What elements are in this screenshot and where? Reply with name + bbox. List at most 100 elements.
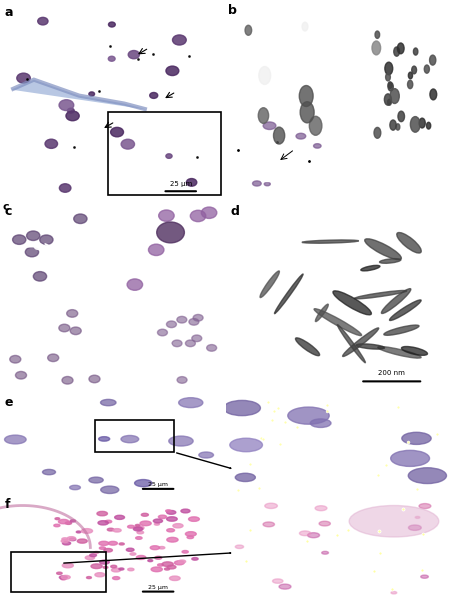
Ellipse shape	[167, 538, 178, 542]
Ellipse shape	[136, 556, 146, 559]
Text: c: c	[4, 205, 12, 218]
Ellipse shape	[190, 210, 206, 221]
Ellipse shape	[391, 451, 430, 466]
Ellipse shape	[415, 517, 420, 518]
Ellipse shape	[13, 235, 26, 244]
Ellipse shape	[296, 133, 306, 139]
Ellipse shape	[390, 300, 421, 320]
Ellipse shape	[274, 274, 303, 314]
Ellipse shape	[179, 398, 203, 407]
Ellipse shape	[140, 521, 151, 526]
Ellipse shape	[390, 89, 399, 103]
Ellipse shape	[375, 31, 380, 38]
Ellipse shape	[390, 120, 396, 130]
Ellipse shape	[121, 139, 135, 149]
Ellipse shape	[349, 505, 439, 537]
Ellipse shape	[17, 73, 30, 83]
Ellipse shape	[101, 486, 119, 494]
Text: f: f	[4, 498, 10, 511]
Ellipse shape	[154, 523, 159, 525]
Ellipse shape	[185, 532, 196, 536]
Text: c: c	[2, 202, 9, 212]
Ellipse shape	[193, 314, 203, 321]
Ellipse shape	[158, 329, 167, 336]
Ellipse shape	[128, 50, 140, 59]
Ellipse shape	[155, 556, 162, 559]
Ellipse shape	[135, 524, 140, 526]
Ellipse shape	[166, 510, 171, 512]
Ellipse shape	[397, 233, 421, 253]
Ellipse shape	[59, 184, 71, 192]
Ellipse shape	[166, 154, 172, 158]
Ellipse shape	[65, 522, 72, 524]
Ellipse shape	[108, 22, 115, 27]
Ellipse shape	[86, 577, 91, 578]
Ellipse shape	[189, 319, 199, 325]
Ellipse shape	[300, 102, 314, 123]
Ellipse shape	[181, 509, 190, 513]
Ellipse shape	[192, 557, 198, 560]
Ellipse shape	[135, 479, 152, 487]
Ellipse shape	[130, 553, 136, 555]
Ellipse shape	[55, 518, 60, 520]
Bar	[108, 112, 221, 195]
Ellipse shape	[89, 92, 94, 96]
Text: 5 μm: 5 μm	[387, 176, 403, 181]
Ellipse shape	[74, 214, 87, 224]
Ellipse shape	[166, 517, 177, 521]
Ellipse shape	[401, 347, 428, 355]
Ellipse shape	[224, 400, 261, 416]
Ellipse shape	[166, 511, 176, 514]
Ellipse shape	[104, 548, 112, 552]
Ellipse shape	[274, 127, 285, 144]
Ellipse shape	[159, 210, 174, 221]
Ellipse shape	[10, 355, 21, 363]
Ellipse shape	[402, 432, 431, 445]
Ellipse shape	[264, 182, 270, 186]
Ellipse shape	[314, 308, 362, 335]
Ellipse shape	[128, 568, 134, 571]
Ellipse shape	[42, 469, 55, 475]
Ellipse shape	[91, 564, 102, 569]
Ellipse shape	[374, 127, 381, 138]
Ellipse shape	[69, 538, 76, 541]
Ellipse shape	[167, 565, 176, 569]
Ellipse shape	[25, 247, 39, 257]
Ellipse shape	[288, 407, 329, 424]
Ellipse shape	[408, 80, 413, 89]
Ellipse shape	[207, 344, 216, 351]
Ellipse shape	[148, 560, 153, 562]
Ellipse shape	[27, 231, 40, 241]
Ellipse shape	[333, 291, 371, 315]
Ellipse shape	[172, 340, 182, 347]
Ellipse shape	[185, 340, 195, 347]
Ellipse shape	[412, 66, 417, 74]
Ellipse shape	[192, 335, 202, 341]
Ellipse shape	[107, 528, 114, 531]
Ellipse shape	[177, 377, 187, 383]
Ellipse shape	[148, 244, 164, 256]
Ellipse shape	[179, 560, 186, 563]
Ellipse shape	[100, 400, 116, 406]
Text: d: d	[230, 205, 239, 218]
Ellipse shape	[258, 108, 269, 124]
Ellipse shape	[270, 98, 281, 113]
Ellipse shape	[59, 576, 68, 579]
Ellipse shape	[386, 73, 390, 81]
Ellipse shape	[127, 279, 143, 290]
Ellipse shape	[141, 514, 149, 516]
Ellipse shape	[421, 575, 428, 578]
Ellipse shape	[105, 520, 112, 523]
Ellipse shape	[135, 526, 144, 530]
Ellipse shape	[99, 541, 109, 545]
Ellipse shape	[40, 235, 53, 244]
Ellipse shape	[38, 17, 48, 25]
Ellipse shape	[384, 94, 392, 105]
Ellipse shape	[76, 531, 81, 533]
Ellipse shape	[137, 531, 144, 534]
Text: 25 μm: 25 μm	[148, 584, 168, 589]
Ellipse shape	[59, 100, 74, 110]
Ellipse shape	[378, 347, 421, 358]
Ellipse shape	[45, 139, 58, 148]
Ellipse shape	[307, 533, 320, 538]
